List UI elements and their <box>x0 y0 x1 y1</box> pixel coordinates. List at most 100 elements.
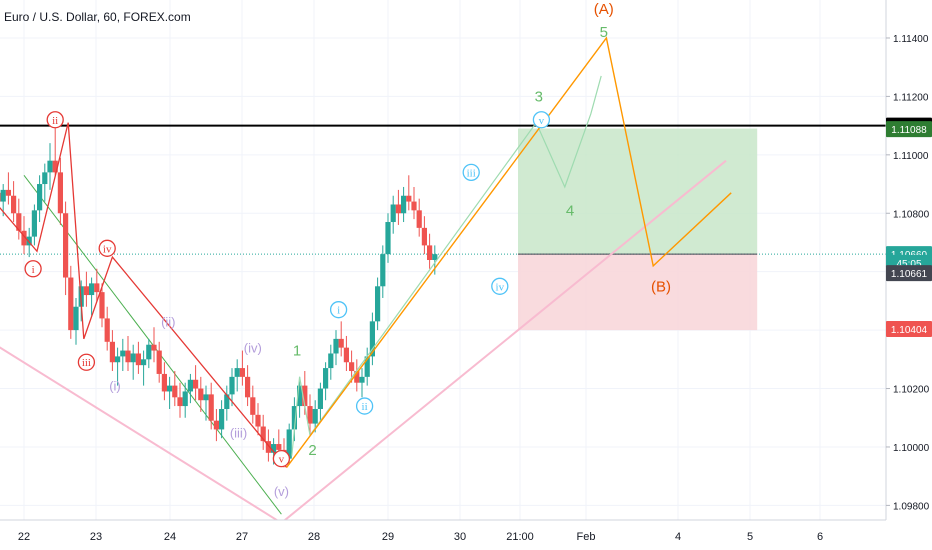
candle-body <box>193 379 199 389</box>
candle-body <box>141 359 147 366</box>
red-wave-line <box>0 122 288 468</box>
wave-label-circle <box>491 277 509 295</box>
y-tick-label: 1.10800 <box>893 209 930 220</box>
y-tick-label: 1.11400 <box>893 34 929 45</box>
wave-label: i <box>337 305 340 317</box>
candle-body <box>182 391 188 407</box>
wave-label: 3 <box>535 88 543 105</box>
x-tick-label: 27 <box>236 531 248 543</box>
candle-body <box>47 160 53 173</box>
y-tick-label: 1.10000 <box>893 443 930 454</box>
candle-body <box>167 385 173 392</box>
y-tick-label: 1.10200 <box>893 385 930 396</box>
price-badge-label: 1.10404 <box>891 325 928 336</box>
price-badge <box>886 320 932 337</box>
candle-body <box>52 160 58 173</box>
lower-channel-line <box>0 346 282 524</box>
candle-body <box>260 426 266 442</box>
wave-label-circle <box>272 450 291 468</box>
candle-body <box>364 356 370 377</box>
wave-label-circle <box>98 239 116 257</box>
candle-body <box>151 344 157 351</box>
candle-body <box>94 283 100 293</box>
candle-body <box>432 254 438 260</box>
candle-body <box>343 347 349 363</box>
candle-body <box>99 292 105 319</box>
x-tick-label: 28 <box>308 531 320 543</box>
wave-label: i <box>32 264 35 276</box>
wave-label: ii <box>362 401 368 413</box>
x-tick-label: 21:00 <box>506 531 534 543</box>
candle-body <box>172 385 178 398</box>
candle-body <box>177 397 183 407</box>
candle-body <box>250 397 256 415</box>
candle-body <box>359 376 365 383</box>
candle-body <box>421 227 427 246</box>
candle-body <box>198 388 204 401</box>
time-scale-background[interactable] <box>0 520 886 550</box>
candle-body <box>369 321 375 357</box>
candle-body <box>161 373 167 392</box>
candle-body <box>380 254 386 287</box>
x-tick-label: 22 <box>18 531 30 543</box>
candle-body <box>146 344 152 360</box>
wave-label-circle <box>46 111 64 129</box>
candle-body <box>427 245 433 260</box>
wave-label: iii <box>82 357 91 369</box>
candle-body <box>120 350 126 357</box>
x-tick-label: 30 <box>454 531 466 543</box>
candle-body <box>0 189 6 202</box>
candle-body <box>57 172 63 214</box>
wave-label: iii <box>467 167 476 179</box>
candle-body <box>213 420 219 430</box>
candle-body <box>130 353 136 363</box>
candle-body <box>307 406 313 424</box>
candle-body <box>31 210 37 237</box>
candle-body <box>89 283 95 296</box>
candle-body <box>354 371 360 383</box>
candle-body <box>406 195 412 202</box>
candle-body <box>255 414 261 427</box>
x-tick-label: 5 <box>747 531 753 543</box>
wave-label: (iv) <box>244 341 262 356</box>
position-boxes <box>518 128 758 331</box>
wave-label: (ii) <box>161 314 175 329</box>
candle-body <box>224 394 230 409</box>
wave-labels: iiiiviiiv(i)(ii)(iii)(iv)(v)12345iiiiiii… <box>24 1 671 499</box>
candle-body <box>104 318 110 342</box>
wave-label: (iii) <box>230 425 247 440</box>
x-tick-label: 24 <box>164 531 176 543</box>
candle-body <box>0 192 1 202</box>
wave-label: 4 <box>566 202 574 219</box>
candle-body <box>135 353 141 366</box>
candle-body <box>286 429 292 459</box>
candle-body <box>5 189 11 196</box>
upper-channel-line <box>280 159 727 524</box>
wave-label-circle <box>77 353 96 371</box>
candle-body <box>37 184 43 211</box>
wave-label-circle <box>532 111 551 129</box>
candle-body <box>276 444 282 450</box>
wave-label-circle <box>24 260 42 278</box>
candle-body <box>395 204 401 214</box>
candle-body <box>312 408 318 424</box>
candle-body <box>156 350 162 374</box>
candle-body <box>375 286 381 322</box>
price-badge-label: 1.11088 <box>891 125 927 136</box>
candle-body <box>63 213 69 278</box>
wave-label: (B) <box>651 278 671 295</box>
candle-body <box>317 388 323 409</box>
candle-body <box>265 441 271 453</box>
candle-body <box>297 385 303 407</box>
candle-body <box>385 222 391 255</box>
y-tick-label: 1.09800 <box>893 501 930 512</box>
candle-body <box>239 368 245 377</box>
wave-label: v <box>279 454 285 466</box>
candle-body <box>245 376 251 398</box>
time-axis[interactable]: 22 23 24 27 28 29 30 21:00 Feb 4 5 6 <box>18 531 823 543</box>
candle-body <box>21 230 27 246</box>
price-badge <box>886 265 932 282</box>
wave-label-circle <box>462 163 480 182</box>
